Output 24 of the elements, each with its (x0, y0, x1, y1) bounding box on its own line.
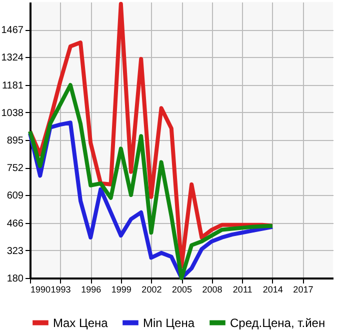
y-tick-label: 323 (6, 246, 24, 257)
legend-label: Сред.Цена, т.йен (230, 316, 326, 330)
x-tick-label: 2017 (293, 284, 314, 294)
y-tick-label: 1467 (1, 25, 24, 36)
x-tick-label: 2011 (232, 284, 252, 294)
x-tick-label: 1993 (50, 284, 71, 294)
x-tick-label: 1990 (30, 284, 51, 294)
x-tick-label: 2005 (172, 284, 192, 294)
x-tick-label: 2002 (142, 284, 162, 294)
y-tick-label: 609 (6, 190, 24, 202)
y-tick-label: 1181 (2, 80, 24, 92)
y-tick-label: 752 (6, 163, 24, 174)
y-tick-label: 466 (6, 218, 24, 230)
y-tick-label: 895 (6, 136, 24, 146)
legend-label: Max Цена (53, 316, 108, 330)
x-tick-label: 1996 (81, 284, 102, 294)
y-tick-label: 1324 (1, 52, 24, 64)
legend-label: Min Цена (143, 316, 195, 330)
x-tick-label: 2014 (262, 284, 283, 294)
x-tick-label: 2008 (202, 284, 222, 294)
x-tick-label: 1999 (111, 284, 132, 294)
y-tick-label: 1038 (1, 108, 24, 119)
line-series (28, 82, 274, 280)
y-tick-label: 180 (6, 274, 24, 284)
